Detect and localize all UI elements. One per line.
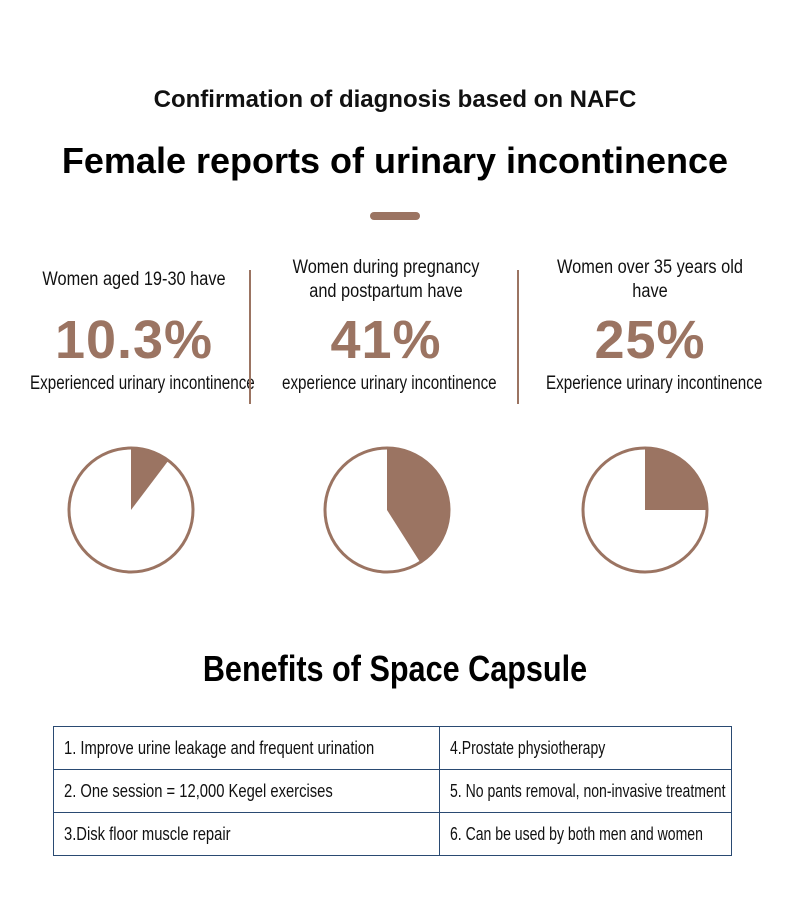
benefit-text: 1. Improve urine leakage and frequent ur… (64, 737, 375, 758)
pie-chart-1 (67, 446, 195, 574)
table-cell: 5. No pants removal, non-invasive treatm… (439, 769, 732, 813)
divider-1 (249, 270, 251, 404)
pie-chart-2 (323, 446, 451, 574)
stat-lead-1: Women aged 19-30 have (42, 269, 226, 290)
pie-slice-2 (387, 449, 448, 562)
benefits-table: 1. Improve urine leakage and frequent ur… (53, 726, 732, 856)
stat-block-1: Women aged 19-30 have 10.3% Experienced … (4, 248, 264, 396)
pie-slice-1 (131, 449, 168, 510)
stat-block-3: Women over 35 years old have 25% Experie… (520, 248, 780, 396)
stat-percent-2: 41% (330, 310, 442, 370)
benefit-text: 4.Prostate physiotherapy (450, 737, 606, 758)
benefit-text: 6. Can be used by both men and women (450, 823, 703, 844)
table-row: 2. One session = 12,000 Kegel exercises … (53, 769, 732, 813)
stat-tail-3: Experience urinary incontinence (546, 373, 763, 394)
stat-percent-3: 25% (594, 310, 706, 370)
table-cell: 3.Disk floor muscle repair (53, 812, 440, 856)
table-cell: 1. Improve urine leakage and frequent ur… (53, 726, 440, 770)
page-title: Female reports of urinary incontinence (61, 140, 729, 181)
table-cell: 4.Prostate physiotherapy (439, 726, 732, 770)
stat-block-2: Women during pregnancy and postpartum ha… (256, 248, 516, 396)
stat-lead-2: Women during pregnancy and postpartum ha… (292, 257, 480, 302)
benefits-title: Benefits of Space Capsule (202, 648, 588, 689)
pie-slice-3 (645, 449, 706, 510)
divider-2 (517, 270, 519, 404)
table-row: 1. Improve urine leakage and frequent ur… (53, 726, 732, 770)
benefit-text: 3.Disk floor muscle repair (64, 823, 231, 844)
table-cell: 6. Can be used by both men and women (439, 812, 732, 856)
stat-percent-1: 10.3% (54, 310, 214, 370)
pie-chart-3 (581, 446, 709, 574)
benefit-text: 5. No pants removal, non-invasive treatm… (450, 780, 726, 801)
stat-tail-1: Experienced urinary incontinence (30, 373, 255, 394)
stat-tail-2: experience urinary incontinence (282, 373, 497, 394)
table-row: 3.Disk floor muscle repair 6. Can be use… (53, 812, 732, 856)
table-cell: 2. One session = 12,000 Kegel exercises (53, 769, 440, 813)
stat-lead-3: Women over 35 years old have (557, 257, 743, 302)
accent-bar (370, 212, 420, 220)
subtitle: Confirmation of diagnosis based on NAFC (153, 86, 637, 113)
benefit-text: 2. One session = 12,000 Kegel exercises (64, 780, 333, 801)
